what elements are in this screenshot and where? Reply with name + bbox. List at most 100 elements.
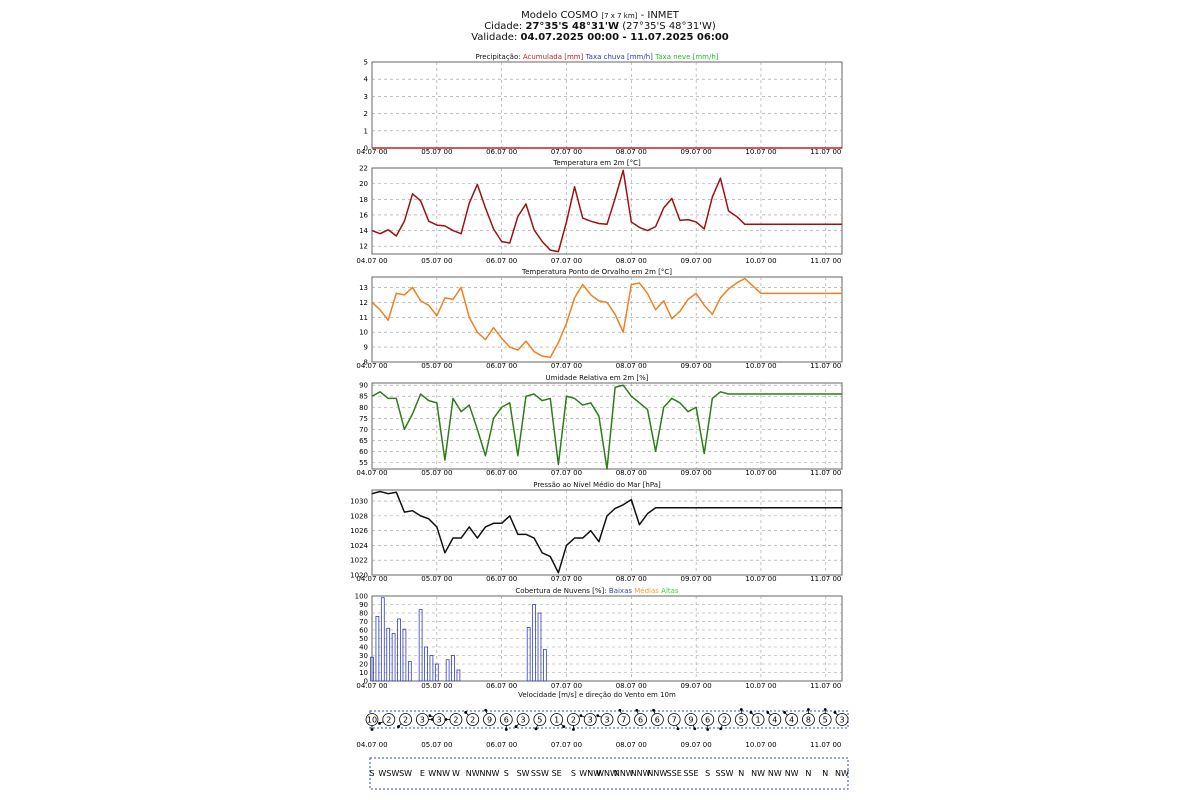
clouds-bar-baixas bbox=[375, 616, 380, 682]
rh-panel: 55 60 65 70 75 80 85 90 04.07 00 05.07 00 06.07 00… bbox=[356, 382, 843, 477]
wind-speed-value: 3 bbox=[521, 716, 526, 725]
press-frame bbox=[371, 489, 843, 576]
wind-arrow-head bbox=[652, 708, 655, 712]
wind-xtick-label: 05.07 00 bbox=[421, 741, 452, 749]
wind-speed-circle bbox=[466, 713, 480, 726]
dew-xtick-label: 10.07 00 bbox=[745, 362, 776, 370]
rh-xtick-label: 08.07 00 bbox=[616, 469, 647, 477]
precip-title-snow: Taxa neve [mm/h] bbox=[654, 53, 719, 61]
wind-speed-circle bbox=[617, 713, 631, 726]
wind-direction-label: SSW bbox=[715, 769, 733, 778]
wind-direction-label: S bbox=[369, 769, 374, 778]
rh-xtick-label: 09.07 00 bbox=[681, 469, 712, 477]
wind-arrow-head bbox=[534, 727, 538, 731]
clouds-bar-baixas bbox=[407, 661, 412, 682]
dew-xtick-label: 06.07 00 bbox=[486, 362, 517, 370]
wind-arrow-head bbox=[739, 708, 743, 711]
cloud-title: Cobertura de Nuvens [%]: Baixas Médias A… bbox=[515, 587, 679, 595]
clouds-bar-baixas bbox=[526, 627, 531, 682]
rh-ytick-label: 90 bbox=[359, 382, 368, 390]
temp-xtick-label: 07.07 00 bbox=[551, 257, 582, 265]
wind-strip: 10 2 2 3 3 2 2 9 6 3 5 1 2 3 3 7 6 6 7 9 6 2 5 1 4 4 8 5 3 04.07 00 05… bbox=[356, 708, 849, 790]
wind-speed-circle bbox=[583, 713, 597, 726]
rh-xtick-label: 06.07 00 bbox=[486, 469, 517, 477]
precip-xtick-label: 06.07 00 bbox=[486, 148, 517, 156]
wind-speed-circle bbox=[684, 713, 698, 726]
rh-xtick-label: 04.07 00 bbox=[356, 469, 387, 477]
wind-speed-value: 1 bbox=[756, 716, 761, 725]
clouds-ytick-label: 20 bbox=[359, 661, 368, 669]
wind-arrow-head bbox=[370, 728, 374, 731]
temp-series-line bbox=[371, 169, 842, 253]
clouds-xtick-label: 07.07 00 bbox=[551, 682, 582, 690]
press-series-line bbox=[371, 490, 842, 574]
precip-frame bbox=[371, 61, 843, 149]
wind-direction-label: NW bbox=[835, 769, 849, 778]
wind-arrow-head bbox=[833, 711, 837, 714]
rh-xtick-label: 05.07 00 bbox=[421, 469, 452, 477]
temp-xtick-label: 08.07 00 bbox=[616, 257, 647, 265]
precip-title: Precipitação: Acumulada [mm] Taxa chuva … bbox=[475, 53, 718, 61]
wind-speed-value: 7 bbox=[621, 716, 626, 725]
wind-speed-value: 2 bbox=[571, 716, 576, 725]
clouds-ytick-label: 50 bbox=[359, 635, 368, 643]
temp-ytick-label: 12 bbox=[359, 243, 368, 251]
rh-series-line bbox=[371, 384, 842, 470]
clouds-xtick-label: 09.07 00 bbox=[681, 682, 712, 690]
wind-direction-label: SSE bbox=[683, 769, 698, 778]
press-ytick-label: 1020 bbox=[350, 572, 368, 580]
wind-arrow-head bbox=[676, 727, 680, 731]
precip-xtick-label: 09.07 00 bbox=[681, 148, 712, 156]
wind-direction-label: SE bbox=[552, 769, 562, 778]
cloud-title-high: Altas bbox=[661, 587, 679, 595]
dew-ytick-label: 8 bbox=[364, 359, 368, 367]
precip-xtick-label: 07.07 00 bbox=[551, 148, 582, 156]
dew-xtick-label: 11.07 00 bbox=[810, 362, 841, 370]
wind-direction-label: SW bbox=[517, 769, 530, 778]
temp-xtick-label: 10.07 00 bbox=[745, 257, 776, 265]
city-label: Cidade: bbox=[484, 21, 522, 32]
press-ytick-label: 1030 bbox=[350, 498, 368, 506]
wind-speed-value: 9 bbox=[487, 716, 492, 725]
wind-direction-label: NNW bbox=[631, 769, 651, 778]
dew-ytick-label: 11 bbox=[359, 314, 368, 322]
city-coords-alt: (27°35'S 48°31'W) bbox=[622, 21, 716, 32]
wind-speed-value: 6 bbox=[655, 716, 660, 725]
wind-arrow-head bbox=[572, 728, 575, 731]
press-ytick-label: 1022 bbox=[350, 557, 368, 565]
wind-arrow-head bbox=[749, 711, 753, 714]
wind-arrow-head bbox=[484, 708, 488, 712]
wind-speed-value: 5 bbox=[739, 716, 744, 725]
clouds-ytick-label: 80 bbox=[359, 610, 368, 618]
header-line-3: Validade: 04.07.2025 00:00 - 11.07.2025 … bbox=[471, 32, 729, 43]
rh-xtick-label: 07.07 00 bbox=[551, 469, 582, 477]
validity-label: Validade: bbox=[471, 32, 517, 43]
rh-ytick-label: 55 bbox=[359, 459, 368, 467]
wind-xtick-label: 06.07 00 bbox=[486, 741, 517, 749]
press-xtick-label: 10.07 00 bbox=[745, 575, 776, 583]
precip-panel: 0 1 2 3 4 5 04.07 00 05.07 00 06.07 00 07.07 00 08… bbox=[356, 59, 843, 156]
clouds-bar-baixas bbox=[386, 627, 391, 682]
wind-arrow-head bbox=[783, 711, 786, 714]
organization: - INMET bbox=[641, 10, 680, 21]
header-line-2: Cidade: 27°35'S 48°31'W (27°35'S 48°31'W… bbox=[484, 21, 716, 32]
wind-direction-label: N bbox=[822, 769, 828, 778]
dew-xtick-label: 08.07 00 bbox=[616, 362, 647, 370]
clouds-bar-baixas bbox=[429, 655, 434, 682]
temp-frame bbox=[371, 167, 843, 255]
wind-arrow-head bbox=[464, 711, 468, 714]
precip-ytick-label: 4 bbox=[364, 76, 369, 84]
wind-direction-label: S bbox=[504, 769, 509, 778]
wind-arrow-head bbox=[504, 728, 508, 731]
dew-ytick-label: 12 bbox=[359, 299, 368, 307]
precip-title-rain: Taxa chuva [mm/h] bbox=[585, 53, 654, 61]
wind-arrow-head bbox=[693, 727, 697, 731]
wind-direction-box bbox=[369, 757, 849, 790]
wind-speed-value: 9 bbox=[688, 716, 693, 725]
press-ytick-label: 1026 bbox=[350, 527, 368, 535]
temp-ytick-label: 20 bbox=[359, 180, 368, 188]
precip-xtick-label: 05.07 00 bbox=[421, 148, 452, 156]
wind-arrow-head bbox=[823, 708, 827, 711]
wind-speed-value: 3 bbox=[604, 716, 609, 725]
clouds-xtick-label: 05.07 00 bbox=[421, 682, 452, 690]
